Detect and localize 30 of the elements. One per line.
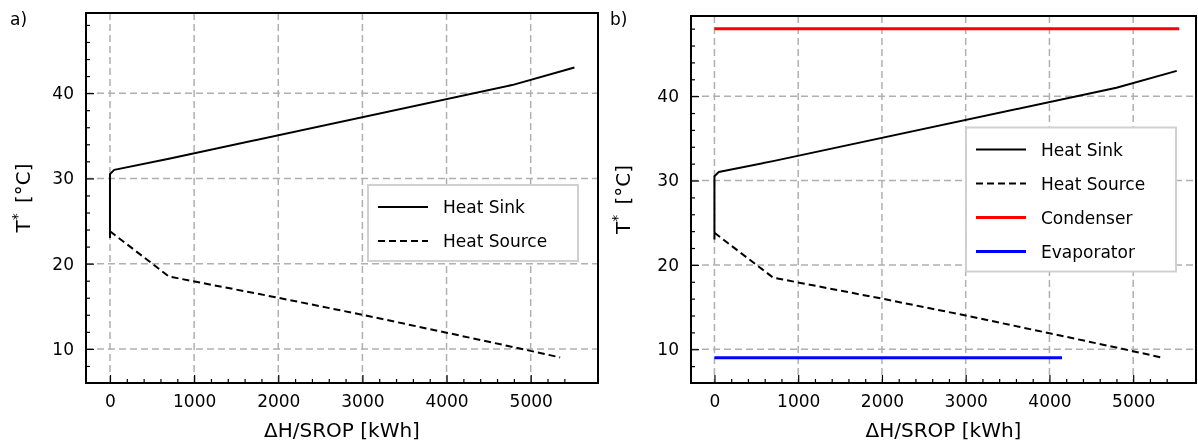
x-tick-label: 0 <box>709 391 721 412</box>
x-tick-label: 1000 <box>172 391 217 412</box>
y-tick-label: 30 <box>657 170 679 191</box>
legend-label: Condenser <box>1041 207 1133 228</box>
y-tick-label: 40 <box>52 83 74 104</box>
x-tick-label: 3000 <box>944 391 988 412</box>
x-tick-label: 0 <box>105 391 116 412</box>
chart-title: b) <box>610 9 628 29</box>
x-tick-label: 5000 <box>509 391 553 412</box>
x-tick-label: 4000 <box>425 391 469 412</box>
x-tick-label: 2000 <box>257 391 301 412</box>
y-tick-label: 20 <box>657 254 679 275</box>
y-tick-label: 30 <box>52 168 74 189</box>
x-tick-label: 4000 <box>1028 391 1072 412</box>
legend-label: Evaporator <box>1041 241 1135 262</box>
x-axis-title: ΔH/SROP [kWh] <box>865 418 1022 442</box>
y-tick-label: 10 <box>657 339 679 360</box>
y-tick-label: 10 <box>52 338 74 359</box>
x-tick-label: 2000 <box>860 391 905 412</box>
y-tick-label: 40 <box>657 86 679 107</box>
legend-label: Heat Source <box>443 231 548 251</box>
x-tick-label: 5000 <box>1112 391 1156 412</box>
chart-title: a) <box>10 9 28 29</box>
y-tick-label: 20 <box>52 253 74 274</box>
x-axis-title: ΔH/SROP [kWh] <box>264 418 420 442</box>
x-tick-label: 3000 <box>341 391 385 412</box>
legend-label: Heat Source <box>1041 173 1146 194</box>
x-tick-label: 1000 <box>777 391 821 412</box>
legend-label: Heat Sink <box>1041 139 1124 160</box>
legend-label: Heat Sink <box>443 197 526 217</box>
